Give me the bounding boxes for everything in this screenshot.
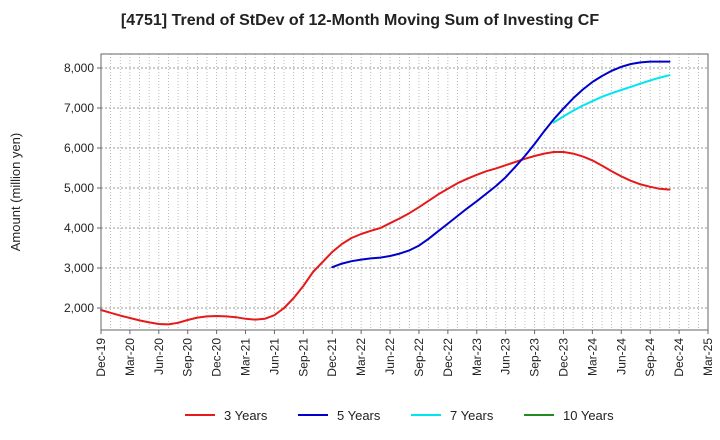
x-tick-label: Jun-24 <box>614 338 628 375</box>
series-lines <box>100 60 671 326</box>
grid <box>100 54 709 330</box>
series-line-3-years <box>100 151 671 326</box>
x-tick-label: Dec-22 <box>441 338 455 377</box>
y-tick-label: 5,000 <box>64 181 94 195</box>
x-tick-label: Jun-22 <box>383 338 397 375</box>
legend-label-7-years: 7 Years <box>450 408 494 423</box>
y-tick-label: 8,000 <box>64 61 94 75</box>
x-tick-label: Mar-22 <box>354 338 368 376</box>
x-tick-label: Mar-24 <box>585 338 599 376</box>
y-axis: 2,000 3,000 4,000 5,000 6,000 7,000 8,000 <box>64 61 101 315</box>
legend-label-10-years: 10 Years <box>563 408 614 423</box>
x-tick-label: Mar-23 <box>470 338 484 376</box>
x-tick-label: Jun-21 <box>267 338 281 375</box>
y-tick-label: 6,000 <box>64 141 94 155</box>
x-tick-label: Mar-21 <box>239 338 253 376</box>
x-tick-label: Mar-20 <box>123 338 137 376</box>
x-tick-label: Mar-25 <box>701 338 715 376</box>
plot-area <box>101 54 708 330</box>
y-axis-label: Amount (million yen) <box>8 133 23 252</box>
x-tick-label: Sep-23 <box>528 338 542 377</box>
series-line-7-years <box>552 74 671 124</box>
y-tick-label: 2,000 <box>64 301 94 315</box>
x-tick-label: Sep-24 <box>643 338 657 377</box>
x-axis: Dec-19 Mar-20 Jun-20 Sep-20 Dec-20 Mar-21 Jun-… <box>94 330 715 377</box>
x-tick-label: Dec-20 <box>210 338 224 377</box>
x-tick-label: Dec-19 <box>94 338 108 377</box>
x-tick-label: Sep-21 <box>296 338 310 377</box>
series-line-5-years <box>331 60 671 269</box>
x-tick-label: Jun-20 <box>152 338 166 375</box>
x-tick-label: Jun-23 <box>499 338 513 375</box>
x-tick-label: Dec-21 <box>325 338 339 377</box>
y-tick-label: 3,000 <box>64 261 94 275</box>
y-tick-label: 7,000 <box>64 101 94 115</box>
x-tick-label: Sep-20 <box>181 338 195 377</box>
plot-frame <box>100 53 709 331</box>
legend-label-5-years: 5 Years <box>337 408 381 423</box>
x-tick-label: Dec-24 <box>672 338 686 377</box>
y-tick-label: 4,000 <box>64 221 94 235</box>
chart-title: [4751] Trend of StDev of 12-Month Moving… <box>120 12 600 29</box>
x-tick-label: Dec-23 <box>556 338 570 377</box>
legend-label-3-years: 3 Years <box>224 408 268 423</box>
x-tick-label: Sep-22 <box>412 338 426 377</box>
legend: 3 Years 5 Years 7 Years 10 Years <box>185 408 614 423</box>
